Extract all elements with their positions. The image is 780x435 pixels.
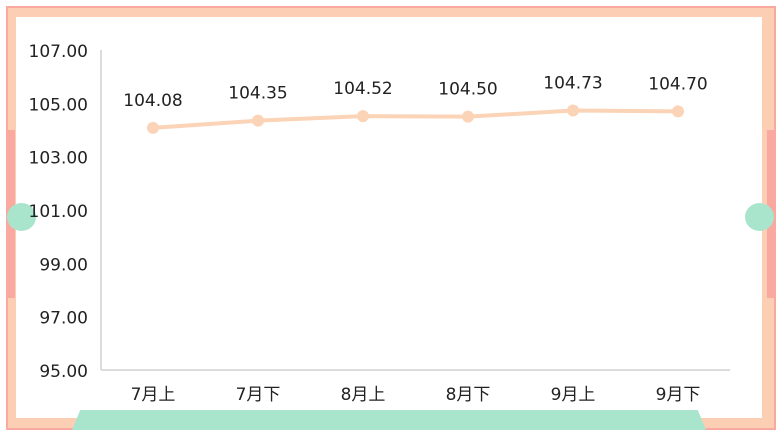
data-label: 104.73: [543, 74, 602, 94]
data-point: [252, 114, 264, 127]
data-label: 104.08: [123, 91, 182, 111]
data-label: 104.70: [648, 74, 707, 94]
x-tick-label: 7月下: [236, 385, 281, 405]
chart-panel: [16, 17, 762, 418]
bottom-banner: [72, 410, 706, 430]
data-point: [357, 110, 369, 123]
x-tick-label: 9月下: [656, 385, 701, 405]
x-tick-label: 9月上: [551, 385, 596, 405]
x-tick-label: 8月上: [341, 385, 386, 405]
y-tick-label: 99.00: [39, 255, 88, 275]
left-circle-ornament: [7, 203, 36, 231]
y-tick-label: 105.00: [29, 95, 88, 115]
x-tick-label: 7月上: [131, 385, 176, 405]
y-tick-label: 101.00: [29, 202, 88, 222]
data-label: 104.52: [333, 79, 392, 99]
data-point: [672, 105, 684, 118]
y-tick-label: 97.00: [39, 309, 88, 329]
right-circle-ornament: [745, 203, 774, 231]
y-tick-label: 107.00: [29, 42, 88, 62]
x-tick-label: 8月下: [446, 385, 491, 405]
data-label: 104.50: [438, 80, 497, 100]
data-point: [462, 110, 474, 123]
y-tick-label: 103.00: [29, 149, 88, 169]
series-line: [152, 108, 679, 130]
y-tick-label: 95.00: [39, 362, 88, 382]
data-label: 104.35: [228, 84, 287, 104]
data-point: [567, 104, 579, 117]
data-point: [147, 121, 159, 134]
